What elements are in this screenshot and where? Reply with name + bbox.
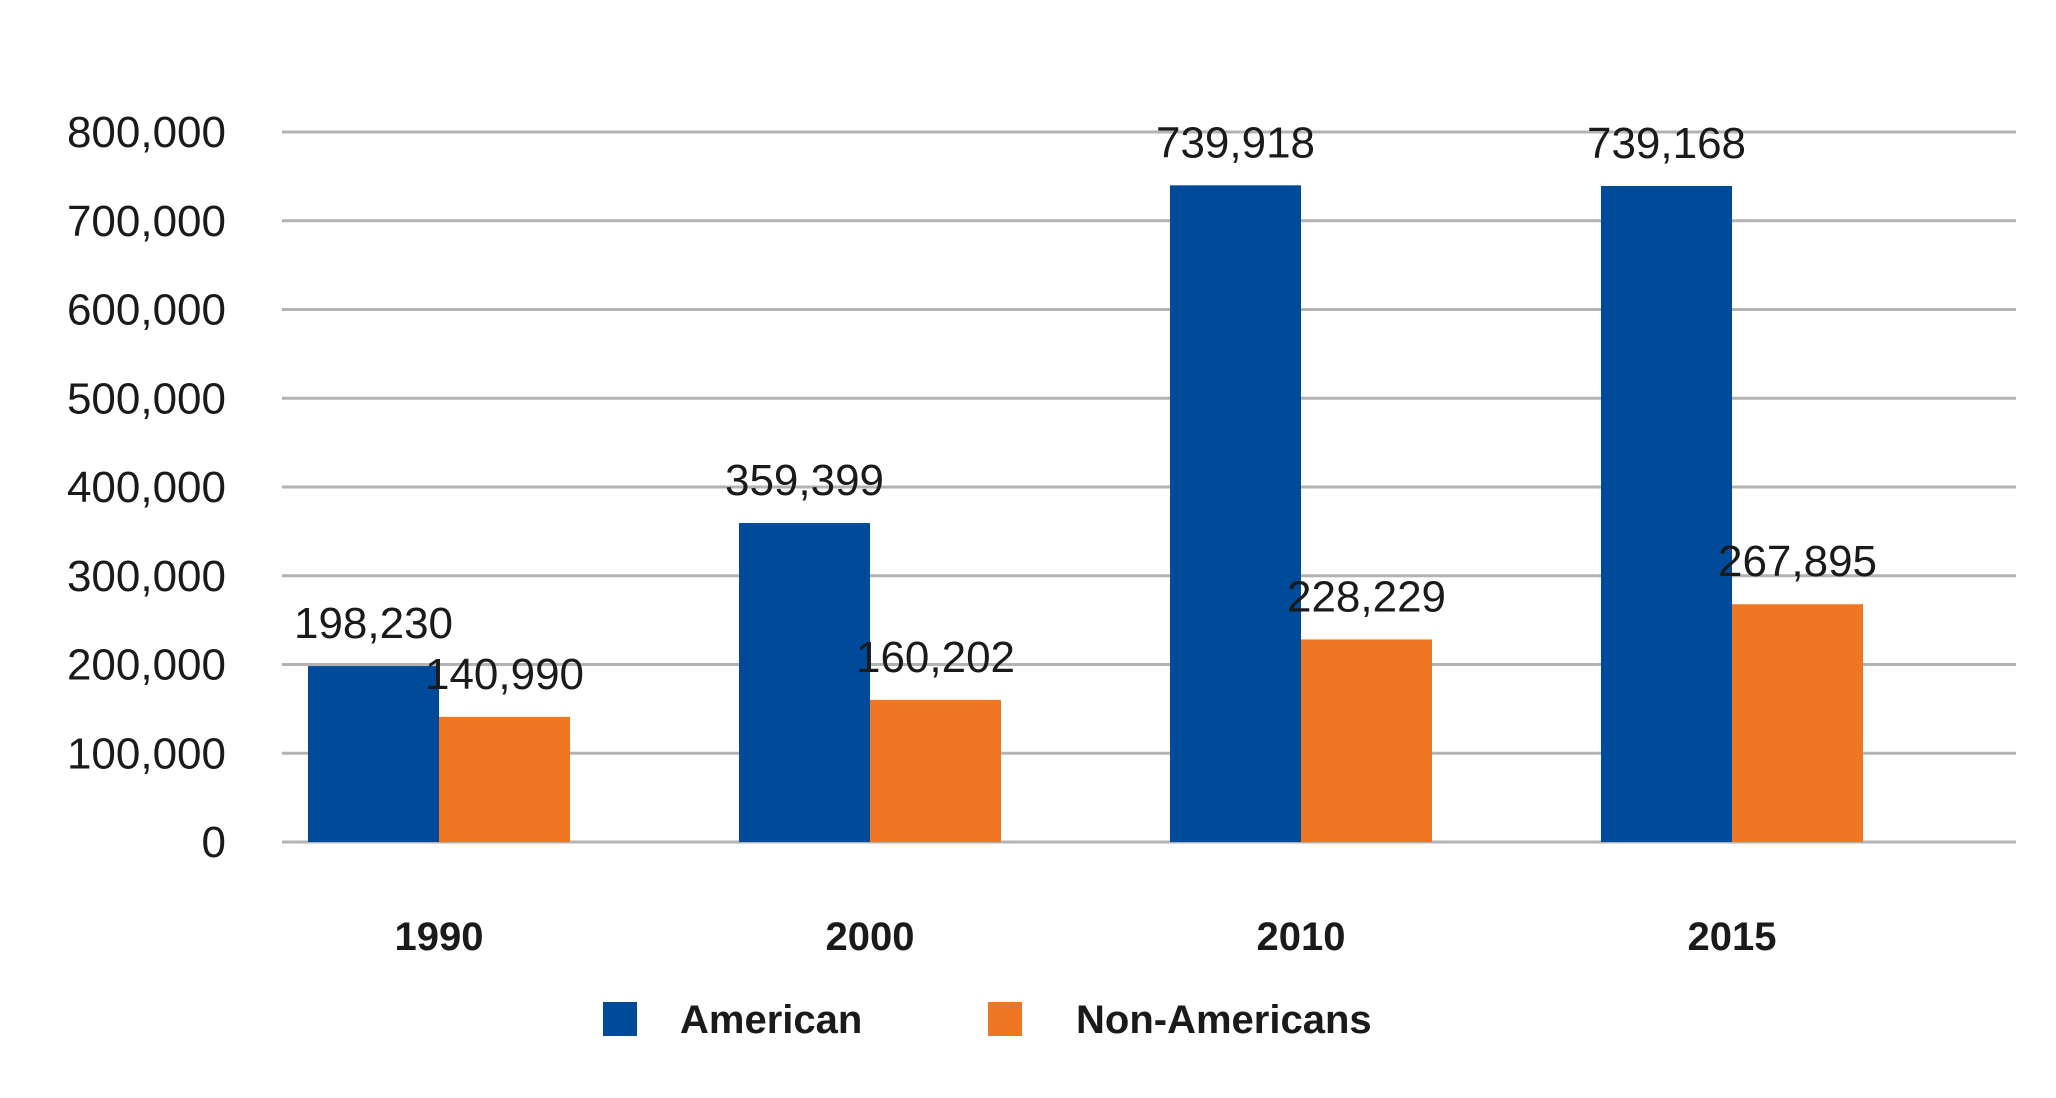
y-tick-label: 400,000 <box>67 463 226 512</box>
legend-swatch-non-americans <box>988 1002 1022 1036</box>
bar-non-americans-2015 <box>1732 604 1863 842</box>
x-axis-category-labels: 1990 2000 2010 2015 <box>395 915 1777 959</box>
legend: American Non-Americans <box>603 998 1372 1042</box>
y-tick-label: 600,000 <box>67 286 226 335</box>
bars <box>308 185 1863 843</box>
data-label: 198,230 <box>294 599 453 648</box>
y-tick-label: 100,000 <box>67 729 226 778</box>
data-label: 228,229 <box>1287 572 1446 621</box>
x-category-label: 1990 <box>395 915 484 959</box>
y-tick-label: 200,000 <box>67 641 226 690</box>
x-category-label: 2015 <box>1688 915 1777 959</box>
y-tick-label: 800,000 <box>67 108 226 157</box>
bar-non-americans-2000 <box>870 699 1001 842</box>
y-axis-tick-labels: 0 100,000 200,000 300,000 400,000 500,000 600,… <box>67 108 226 867</box>
bar-american-2000 <box>739 523 870 842</box>
data-label: 140,990 <box>425 650 584 699</box>
bar-american-1990 <box>308 666 439 842</box>
data-label: 739,168 <box>1587 119 1746 168</box>
bar-american-2010 <box>1170 185 1301 843</box>
y-tick-label: 300,000 <box>67 552 226 601</box>
data-label: 359,399 <box>725 456 884 505</box>
x-category-label: 2000 <box>826 915 915 959</box>
data-label: 160,202 <box>856 633 1015 682</box>
y-tick-label: 0 <box>202 818 226 867</box>
bar-non-americans-1990 <box>439 716 570 842</box>
legend-swatch-american <box>603 1002 637 1036</box>
bar-american-2015 <box>1601 185 1732 842</box>
bar-non-americans-2010 <box>1301 639 1432 842</box>
legend-label-american: American <box>680 998 862 1042</box>
legend-label-non-americans: Non-Americans <box>1076 998 1372 1042</box>
data-label: 739,918 <box>1156 118 1315 167</box>
data-label: 267,895 <box>1718 537 1877 586</box>
x-category-label: 2010 <box>1257 915 1346 959</box>
y-tick-label: 700,000 <box>67 197 226 246</box>
y-tick-label: 500,000 <box>67 374 226 423</box>
